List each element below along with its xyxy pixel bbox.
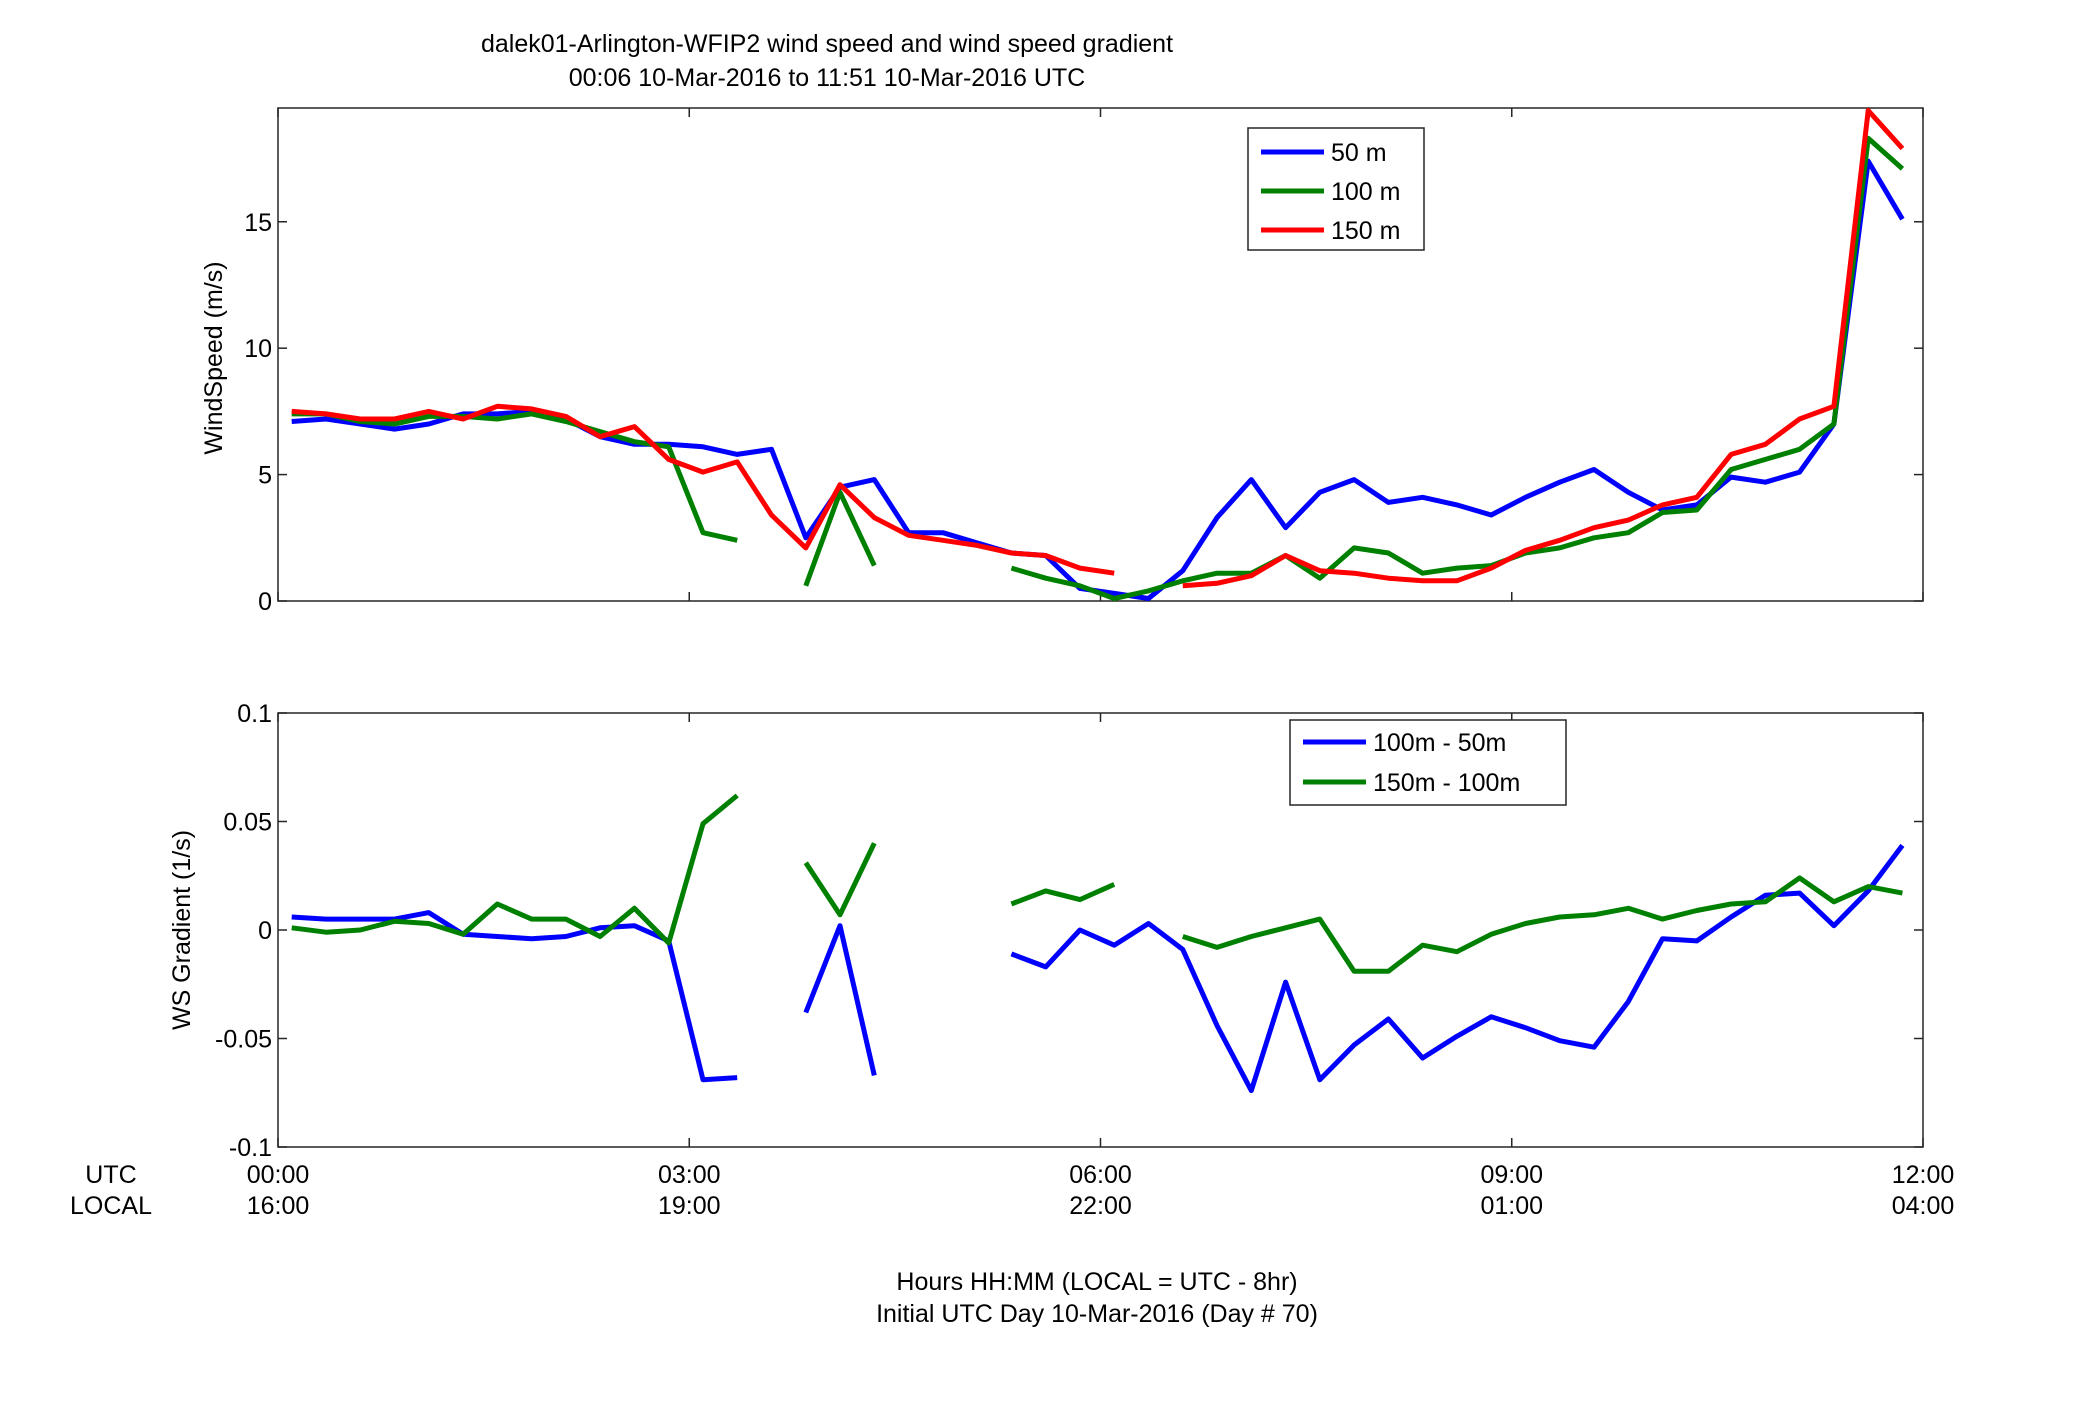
wind-speed-plot-frame (277, 107, 1924, 602)
wind-speed-series-100-m (803, 489, 877, 587)
ws-gradient-ylabel: WS Gradient (1/s) (168, 830, 196, 1030)
legend-label-50m: 50 m (1331, 139, 1387, 167)
xtick-label-local: 19:00 (658, 1192, 721, 1220)
ws-gradient-ytick-label: 0.1 (237, 700, 272, 728)
legend-label-150m-100m: 150m - 100m (1373, 769, 1520, 797)
ws-gradient-ytick-label: -0.1 (229, 1134, 272, 1162)
wind-speed-series-150-m (1182, 108, 1905, 589)
ws-gradient-plot-frame (277, 712, 1924, 1148)
ws-gradient-series-100m-50m (1010, 843, 1905, 1094)
ws-gradient-series-150m-100m (1010, 882, 1116, 907)
x-axis-label-line1: Hours HH:MM (LOCAL = UTC - 8hr) (896, 1268, 1297, 1296)
xtick-label-utc: 03:00 (658, 1161, 721, 1189)
x-axis-label-line2: Initial UTC Day 10-Mar-2016 (Day # 70) (876, 1300, 1318, 1328)
legend-label-100m-50m: 100m - 50m (1373, 729, 1506, 757)
wind-speed-ytick-label: 15 (244, 209, 272, 237)
xtick-label-local: 16:00 (247, 1192, 310, 1220)
xtick-label-local: 04:00 (1892, 1192, 1955, 1220)
ws-gradient-legend: 100m - 50m 150m - 100m (1289, 719, 1567, 806)
wind-speed-ylabel: WindSpeed (m/s) (200, 261, 228, 454)
wind-speed-ticks: 0 5 10 15 (244, 108, 1924, 616)
x-axis-tick-labels: 00:00 16:00 03:00 19:00 06:00 22:00 09:00 01:00… (247, 1161, 1955, 1220)
wind-speed-ytick-label: 10 (244, 335, 272, 363)
xtick-label-utc: 09:00 (1480, 1161, 1543, 1189)
legend-label-150m: 150 m (1331, 217, 1400, 245)
wind-speed-panel: 0 5 10 15 WindSpeed (m/s) 50 m 100 m 150 m (200, 107, 1924, 616)
ws-gradient-ytick-label: 0 (258, 917, 272, 945)
xtick-label-utc: 00:00 (247, 1161, 310, 1189)
ws-gradient-series (291, 793, 1905, 1094)
wind-speed-series-100-m (1010, 135, 1905, 601)
utc-row-label: UTC (85, 1161, 136, 1189)
figure-title-line1: dalek01-Arlington-WFIP2 wind speed and w… (481, 30, 1173, 58)
figure-title-line2: 00:06 10-Mar-2016 to 11:51 10-Mar-2016 U… (569, 64, 1085, 92)
ws-gradient-ticks: -0.1 -0.05 0 0.05 0.1 (215, 700, 1924, 1162)
xtick-label-utc: 12:00 (1892, 1161, 1955, 1189)
ws-gradient-ytick-label: -0.05 (215, 1026, 272, 1054)
ws-gradient-series-150m-100m (291, 793, 739, 946)
ws-gradient-series-100m-50m (803, 923, 877, 1076)
ws-gradient-series-150m-100m (803, 842, 877, 918)
ws-gradient-panel: -0.1 -0.05 0 0.05 0.1 WS Gradient (1/s) 100m… (168, 700, 1924, 1162)
wind-speed-series-100-m (291, 411, 738, 543)
wind-speed-ytick-label: 5 (258, 462, 272, 490)
xtick-label-utc: 06:00 (1069, 1161, 1132, 1189)
local-row-label: LOCAL (70, 1192, 152, 1220)
xtick-label-local: 22:00 (1069, 1192, 1132, 1220)
xtick-label-local: 01:00 (1480, 1192, 1543, 1220)
ws-gradient-series-150m-100m (1182, 875, 1903, 974)
wind-speed-series-150-m (291, 403, 1115, 576)
wind-speed-ytick-label: 0 (258, 588, 272, 616)
ws-gradient-ytick-label: 0.05 (223, 809, 272, 837)
wind-speed-series-50-m (291, 158, 1905, 601)
ws-gradient-legend-box (1289, 719, 1567, 806)
legend-label-100m: 100 m (1331, 178, 1400, 206)
wind-speed-legend: 50 m 100 m 150 m (1247, 127, 1425, 251)
wind-speed-series (291, 108, 1905, 601)
